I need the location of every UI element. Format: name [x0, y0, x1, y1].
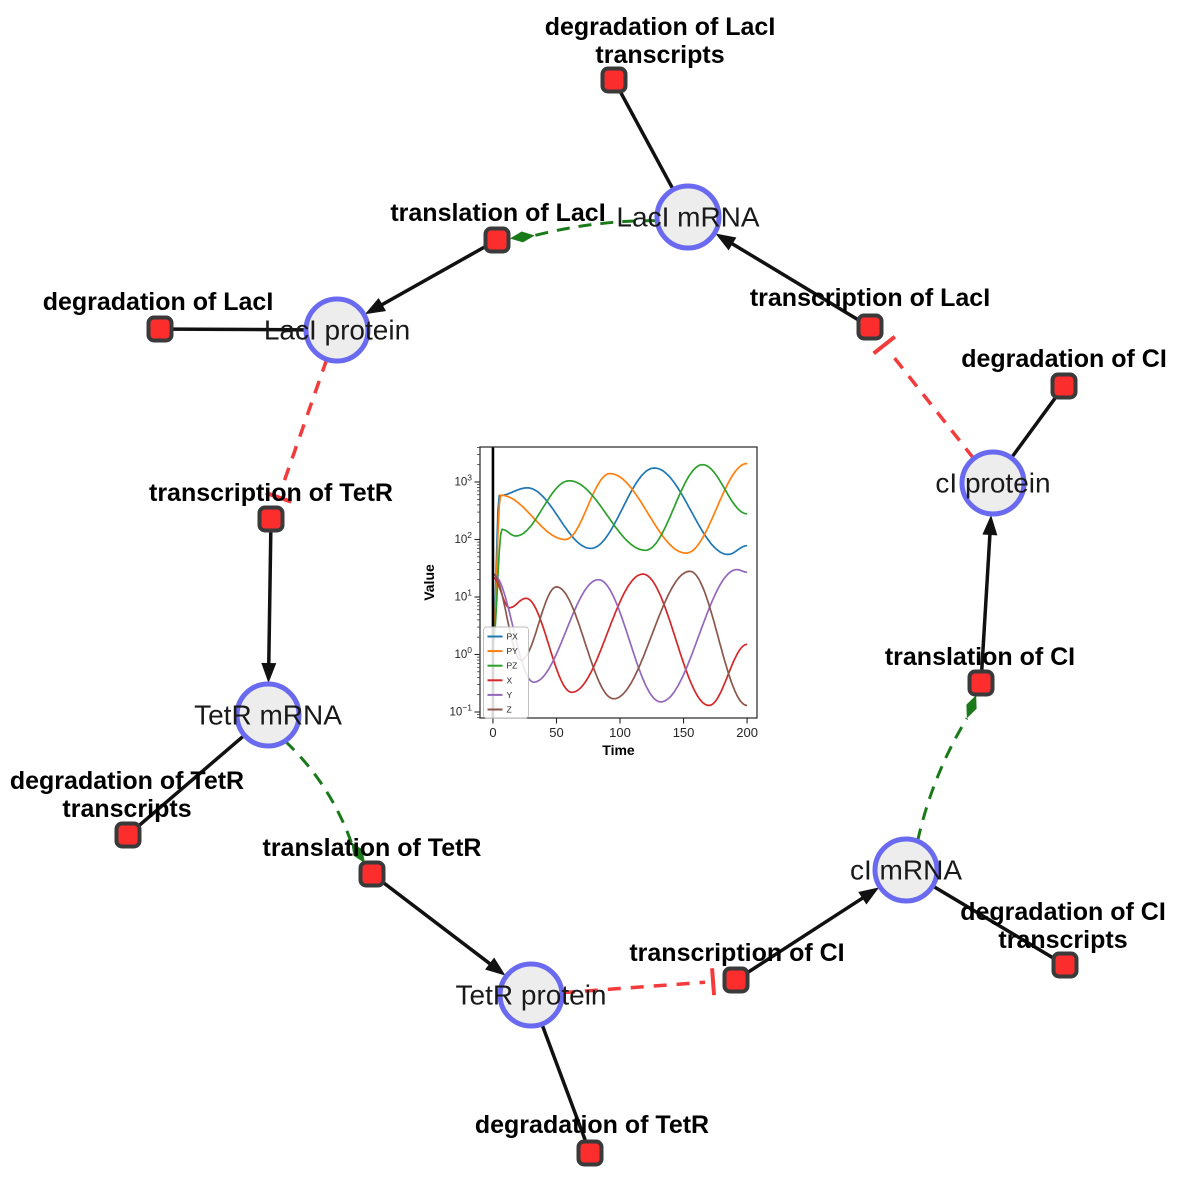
edges-layer — [135, 89, 1059, 1143]
reaction-label-deg-laci: degradation of LacI — [43, 288, 274, 316]
edge-production-transl_ci-ci_protein-arrowhead — [982, 514, 998, 536]
chart-frame — [479, 446, 758, 719]
reaction-label-deg-ci: degradation of CI — [961, 345, 1167, 373]
series-line-PZ — [492, 463, 748, 645]
species-label-ci-protein: cI protein — [935, 468, 1050, 499]
legend-label-PZ: PZ — [507, 661, 518, 671]
x-tick-label: 100 — [609, 725, 631, 740]
reaction-node-txn-ci[interactable] — [722, 966, 750, 994]
edge-modifier-tetr_mrna-transl_tetr — [283, 739, 353, 843]
reaction-label-txn-laci: transcription of LacI — [750, 284, 990, 312]
edge-modifier-tetr_mrna-transl_tetr-diamond — [351, 842, 365, 864]
edge-production-txn_laci-laci_mrna — [728, 240, 861, 323]
x-tick-label: 0 — [489, 725, 496, 740]
y-axis-label: Value — [421, 564, 437, 601]
reaction-label-deg-tetr-tx: degradation of TetR — [10, 767, 244, 795]
reaction-label-deg-tetr: degradation of TetR — [475, 1111, 709, 1139]
edge-modifier-laci_mrna-transl_laci-diamond — [509, 231, 535, 243]
edge-consumption-ci_mrna-deg_ci_tx — [931, 884, 1056, 961]
reaction-node-txn-tetr[interactable] — [257, 505, 285, 533]
labels-layer: LacI mRNA LacI protein TetR mRNA TetR prote… — [10, 13, 1167, 1139]
legend-label-PX: PX — [507, 632, 519, 642]
reaction-label-deg-ci-tx: transcripts — [998, 926, 1127, 954]
reaction-label-txn-tetr: transcription of TetR — [149, 479, 393, 507]
edge-production-txn_ci-ci_mrna-arrowhead — [858, 887, 880, 905]
edge-modifier-ci_mrna-transl_ci-diamond — [966, 695, 977, 719]
legend-label-Z: Z — [507, 705, 512, 715]
species-node-ci-mrna[interactable] — [872, 836, 940, 904]
series-line-X — [492, 573, 748, 707]
species-node-tetr-protein[interactable] — [497, 961, 565, 1029]
reaction-node-deg-laci[interactable] — [146, 315, 174, 343]
species-node-ci-protein[interactable] — [959, 449, 1027, 517]
species-label-laci-protein: LacI protein — [264, 315, 410, 346]
edge-consumption-laci_mrna-deg_laci_tx — [618, 89, 675, 191]
species-label-laci-mrna: LacI mRNA — [616, 202, 759, 233]
reaction-node-deg-tetr[interactable] — [576, 1139, 604, 1167]
nodes-layer — [114, 66, 1079, 1167]
y-tick-label: 101 — [454, 588, 472, 604]
species-label-tetr-protein: TetR protein — [456, 980, 607, 1011]
edge-production-txn_tetr-tetr_mrna-arrowhead — [261, 662, 277, 684]
series-line-Y — [492, 568, 748, 703]
reaction-label-txn-ci: transcription of CI — [629, 939, 844, 967]
inset-chart: 103 102 101 100 10−1 0 50 100 150 200 Time Value PX P… — [421, 446, 758, 758]
reaction-node-deg-laci-tx[interactable] — [600, 66, 628, 94]
reaction-label-deg-laci-tx: transcripts — [595, 41, 724, 69]
reaction-node-deg-ci[interactable] — [1050, 372, 1078, 400]
edge-production-transl_laci-laci_protein-arrowhead — [364, 297, 386, 315]
x-tick-label: 150 — [673, 725, 695, 740]
y-tick-label: 102 — [454, 530, 472, 546]
edge-production-transl_laci-laci_protein — [377, 244, 488, 308]
legend-label-X: X — [507, 675, 513, 685]
y-tick-label: 103 — [454, 473, 472, 489]
edge-consumption-tetr_protein-deg_tetr — [540, 1023, 588, 1143]
reaction-label-transl-ci: translation of CI — [885, 643, 1075, 671]
x-tick-label: 50 — [549, 725, 563, 740]
edge-production-transl_tetr-tetr_protein-arrowhead — [485, 957, 506, 976]
reaction-node-deg-ci-tx[interactable] — [1051, 951, 1079, 979]
species-node-laci-protein[interactable] — [303, 296, 371, 364]
edge-inhibition-tetr_protein-txn_ci — [561, 980, 706, 995]
reaction-label-deg-laci-tx: degradation of LacI — [545, 13, 776, 41]
species-label-ci-mrna: cI mRNA — [850, 855, 962, 886]
x-axis-label: Time — [602, 742, 635, 758]
edge-consumption-ci_protein-deg_ci — [1009, 394, 1059, 460]
reaction-node-transl-tetr[interactable] — [358, 860, 386, 888]
legend-label-PY: PY — [507, 646, 519, 656]
edge-inhibition-laci_protein-txn_tetr — [279, 358, 329, 491]
edge-production-transl_tetr-tetr_protein — [380, 879, 494, 968]
x-tick-label: 200 — [736, 725, 758, 740]
reaction-label-deg-tetr-tx: transcripts — [62, 795, 191, 823]
species-node-laci-mrna[interactable] — [654, 183, 722, 251]
edge-consumption-tetr_mrna-deg_tetr_tx — [135, 733, 246, 829]
edge-production-transl_ci-ci_protein — [979, 530, 992, 672]
edge-inhibition-laci_protein-txn_tetr-tbar — [265, 490, 292, 504]
edge-modifier-ci_mrna-transl_ci — [916, 717, 969, 842]
y-tick-label: 100 — [454, 645, 472, 661]
reaction-node-deg-tetr-tx[interactable] — [114, 821, 142, 849]
reaction-node-txn-laci[interactable] — [856, 313, 884, 341]
edge-inhibition-ci_protein-txn_laci-tbar — [872, 335, 897, 355]
series-line-Z — [492, 570, 748, 707]
species-node-tetr-mrna[interactable] — [234, 681, 302, 749]
legend-label-Y: Y — [507, 690, 513, 700]
edge-inhibition-tetr_protein-txn_ci-tbar — [710, 968, 717, 996]
reaction-label-transl-laci: translation of LacI — [390, 199, 605, 227]
edge-production-txn_ci-ci_mrna — [745, 894, 867, 975]
reaction-node-transl-laci[interactable] — [483, 226, 511, 254]
edge-production-txn_laci-laci_mrna-arrowhead — [715, 233, 737, 251]
edge-production-txn_tetr-tetr_mrna — [266, 530, 273, 668]
reaction-node-transl-ci[interactable] — [967, 669, 995, 697]
reaction-label-transl-tetr: translation of TetR — [263, 834, 482, 862]
species-label-tetr-mrna: TetR mRNA — [194, 700, 342, 731]
reaction-label-deg-ci-tx: degradation of CI — [960, 898, 1166, 926]
edge-consumption-laci_protein-deg_laci — [171, 327, 307, 332]
y-tick-label: 10−1 — [450, 703, 473, 719]
